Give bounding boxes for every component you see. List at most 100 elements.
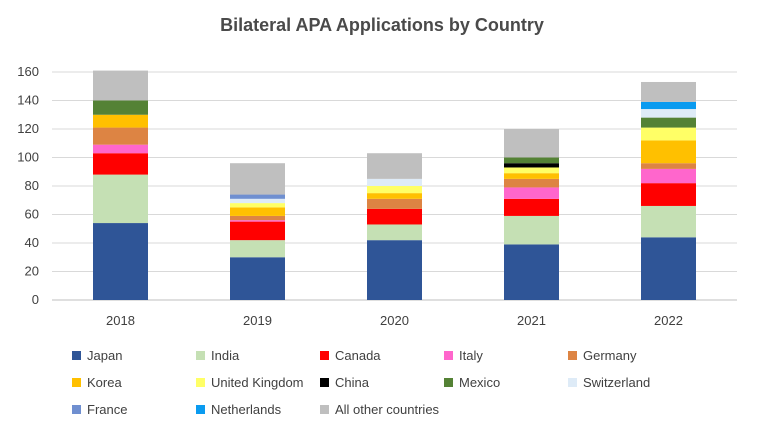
bar-segment: [641, 117, 696, 128]
bar-segment: [93, 114, 148, 128]
bar-segment: [367, 153, 422, 179]
bar-segment: [367, 186, 422, 194]
legend-item: France: [72, 402, 196, 417]
legend: Japan India Canada Italy Germany Korea United …: [72, 342, 732, 423]
x-tick-label: 2019: [243, 313, 272, 328]
legend-item: China: [320, 375, 444, 390]
legend-row: Korea United Kingdom China Mexico Switzerlan…: [72, 369, 732, 396]
x-tick-label: 2020: [380, 313, 409, 328]
bar-segment: [504, 198, 559, 216]
y-tick-label: 120: [17, 121, 39, 136]
bar-segment: [641, 205, 696, 238]
legend-swatch: [196, 351, 205, 360]
bar-segment: [230, 198, 285, 204]
bar-segment: [641, 168, 696, 184]
legend-label: Italy: [459, 348, 483, 363]
bar-segment: [93, 144, 148, 154]
legend-item: Mexico: [444, 375, 568, 390]
bar-segment: [367, 193, 422, 199]
legend-swatch: [72, 378, 81, 387]
bar-segment: [230, 207, 285, 216]
legend-item: United Kingdom: [196, 375, 320, 390]
legend-label: France: [87, 402, 128, 417]
bar-segment: [641, 163, 696, 169]
legend-label: Germany: [583, 348, 637, 363]
y-tick-label: 140: [17, 93, 39, 108]
y-tick-label: 40: [25, 235, 39, 250]
bar-segment: [230, 220, 285, 222]
bar-segment: [504, 215, 559, 245]
bar-segment: [367, 178, 422, 186]
y-tick-label: 0: [32, 292, 39, 307]
bar-segment: [230, 194, 285, 199]
bar-segment: [641, 109, 696, 118]
bar-segment: [230, 221, 285, 241]
legend-item: India: [196, 348, 320, 363]
legend-label: Korea: [87, 375, 122, 390]
legend-swatch: [72, 405, 81, 414]
bar-segment: [504, 173, 559, 179]
bar-segment: [504, 244, 559, 300]
y-tick-label: 160: [17, 64, 39, 79]
legend-row: France Netherlands All other countries: [72, 396, 732, 423]
bar-segment: [641, 140, 696, 164]
legend-swatch: [320, 378, 329, 387]
bar-segment: [367, 240, 422, 300]
legend-swatch: [444, 378, 453, 387]
bar-segment: [641, 237, 696, 300]
legend-label: Netherlands: [211, 402, 282, 417]
bar-segment: [367, 198, 422, 209]
legend-item: Italy: [444, 348, 568, 363]
legend-swatch: [444, 351, 453, 360]
legend-label: Japan: [87, 348, 123, 363]
legend-label: China: [335, 375, 369, 390]
bar-segment: [504, 129, 559, 158]
bar-segment: [230, 240, 285, 258]
bar-segment: [93, 174, 148, 224]
legend-label: United Kingdom: [211, 375, 304, 390]
legend-label: India: [211, 348, 240, 363]
bar-segment: [230, 257, 285, 300]
bar-segment: [230, 215, 285, 221]
bar-segment: [641, 127, 696, 141]
x-tick-label: 2021: [517, 313, 546, 328]
bar-segment: [93, 153, 148, 175]
legend-item: Japan: [72, 348, 196, 363]
legend-item: Canada: [320, 348, 444, 363]
bar-segment: [504, 178, 559, 188]
legend-label: Canada: [335, 348, 381, 363]
bar-segment: [641, 183, 696, 206]
legend-swatch: [72, 351, 81, 360]
bar-segment: [641, 101, 696, 110]
bar-segment: [504, 157, 559, 164]
legend-item: Switzerland: [568, 375, 692, 390]
bar-segment: [504, 187, 559, 199]
legend-label: Mexico: [459, 375, 501, 390]
y-tick-label: 60: [25, 207, 39, 222]
legend-item: Netherlands: [196, 402, 320, 417]
y-tick-label: 80: [25, 178, 39, 193]
legend-item: Germany: [568, 348, 692, 363]
bar-segment: [93, 127, 148, 145]
y-tick-label: 100: [17, 150, 39, 165]
legend-row: Japan India Canada Italy Germany: [72, 342, 732, 369]
bar-segment: [641, 81, 696, 102]
y-tick-label: 20: [25, 264, 39, 279]
chart-title: Bilateral APA Applications by Country: [220, 15, 544, 35]
bar-segment: [367, 208, 422, 225]
legend-swatch: [568, 351, 577, 360]
bar-segment: [230, 203, 285, 208]
bar-segment: [504, 167, 559, 174]
legend-swatch: [196, 378, 205, 387]
legend-swatch: [568, 378, 577, 387]
legend-label: Switzerland: [583, 375, 651, 390]
legend-swatch: [196, 405, 205, 414]
legend-label: All other countries: [335, 402, 440, 417]
x-tick-label: 2022: [654, 313, 683, 328]
legend-swatch: [320, 351, 329, 360]
bar-segment: [367, 224, 422, 241]
bar-segment: [504, 163, 559, 168]
legend-item: Korea: [72, 375, 196, 390]
bar-segment: [93, 223, 148, 300]
